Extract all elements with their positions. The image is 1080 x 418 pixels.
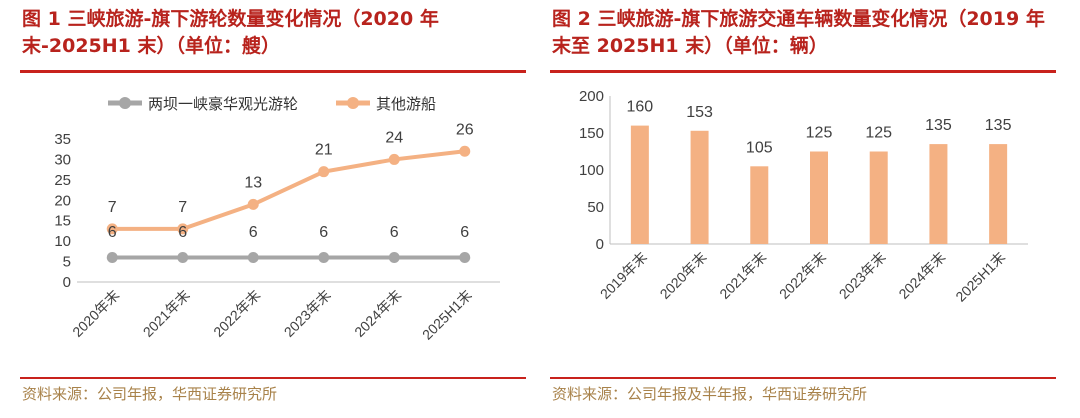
x-tick-label: 2021年末 bbox=[716, 249, 769, 302]
data-point bbox=[318, 251, 330, 263]
data-point bbox=[459, 145, 471, 157]
data-label: 6 bbox=[249, 224, 258, 241]
y-tick-label: 15 bbox=[54, 213, 71, 230]
data-label: 26 bbox=[456, 121, 474, 138]
title-divider bbox=[20, 70, 526, 73]
data-label: 153 bbox=[686, 104, 713, 121]
data-label: 135 bbox=[925, 117, 952, 134]
bar bbox=[989, 144, 1008, 244]
data-point bbox=[177, 251, 189, 263]
data-point bbox=[459, 251, 471, 263]
x-tick-label: 2019年末 bbox=[597, 249, 650, 302]
data-label: 6 bbox=[319, 224, 328, 241]
data-label: 21 bbox=[315, 142, 333, 159]
x-tick-label: 2025H1末 bbox=[952, 249, 1008, 305]
bar bbox=[750, 166, 769, 244]
y-tick-label: 10 bbox=[54, 233, 71, 250]
data-point bbox=[388, 251, 400, 263]
data-point bbox=[318, 166, 330, 178]
y-tick-label: 0 bbox=[63, 274, 71, 291]
y-tick-label: 50 bbox=[587, 199, 604, 216]
y-tick-label: 30 bbox=[54, 151, 71, 168]
data-label: 125 bbox=[865, 125, 892, 142]
y-tick-label: 150 bbox=[579, 125, 604, 142]
bar bbox=[929, 144, 948, 244]
chart-panel-right: 图 2 三峡旅游-旗下旅游交通车辆数量变化情况（2019 年末至 2025H1 … bbox=[550, 0, 1060, 418]
data-point bbox=[177, 223, 189, 235]
y-tick-label: 100 bbox=[579, 162, 604, 179]
data-point bbox=[247, 198, 259, 210]
chart-title: 图 2 三峡旅游-旗下旅游交通车辆数量变化情况（2019 年末至 2025H1 … bbox=[552, 8, 1045, 57]
legend-marker bbox=[347, 97, 359, 109]
data-label: 6 bbox=[460, 224, 469, 241]
data-point bbox=[106, 223, 118, 235]
bar bbox=[810, 151, 828, 244]
legend-label: 两坝一峡豪华观光游轮 bbox=[148, 95, 298, 113]
data-label: 160 bbox=[627, 99, 654, 116]
data-label: 13 bbox=[244, 174, 262, 191]
data-label: 125 bbox=[806, 125, 833, 142]
data-label: 6 bbox=[178, 224, 187, 241]
x-tick-label: 2021年末 bbox=[140, 287, 193, 340]
chart-title: 图 1 三峡旅游-旗下游轮数量变化情况（2020 年末-2025H1 末）（单位… bbox=[22, 8, 439, 57]
legend-label: 其他游船 bbox=[376, 96, 436, 113]
y-tick-label: 200 bbox=[579, 88, 604, 105]
x-tick-label: 2020年末 bbox=[657, 249, 710, 302]
x-tick-label: 2020年末 bbox=[69, 287, 122, 340]
x-tick-label: 2022年末 bbox=[210, 287, 263, 340]
data-label: 105 bbox=[746, 139, 773, 156]
legend-marker bbox=[119, 97, 131, 109]
y-tick-label: 5 bbox=[63, 254, 71, 271]
data-label: 24 bbox=[385, 129, 403, 146]
chart-panel-left: 图 1 三峡旅游-旗下游轮数量变化情况（2020 年末-2025H1 末）（单位… bbox=[20, 0, 530, 418]
y-tick-label: 20 bbox=[54, 192, 71, 209]
source-divider bbox=[550, 377, 1056, 379]
x-tick-label: 2023年末 bbox=[281, 287, 334, 340]
x-tick-label: 2024年末 bbox=[351, 287, 404, 340]
y-tick-label: 25 bbox=[54, 172, 71, 189]
data-point bbox=[106, 251, 118, 263]
y-tick-label: 0 bbox=[596, 236, 604, 253]
data-point bbox=[388, 153, 400, 165]
x-tick-label: 2023年末 bbox=[836, 249, 889, 302]
bar bbox=[869, 151, 888, 244]
title-divider bbox=[550, 70, 1056, 73]
bar bbox=[630, 125, 649, 244]
x-tick-label: 2022年末 bbox=[776, 249, 829, 302]
data-label: 6 bbox=[390, 224, 399, 241]
source-divider bbox=[20, 377, 526, 379]
bar bbox=[690, 130, 709, 244]
source-note: 资料来源：公司年报，华西证券研究所 bbox=[22, 385, 278, 403]
x-tick-label: 2024年末 bbox=[895, 249, 948, 302]
x-tick-label: 2025H1末 bbox=[419, 287, 475, 343]
y-tick-label: 35 bbox=[54, 131, 71, 148]
data-label: 7 bbox=[178, 199, 187, 216]
source-note: 资料来源：公司年报及半年报，华西证券研究所 bbox=[552, 385, 868, 403]
line-chart: 两坝一峡豪华观光游轮 其他游船 0 5 10 15 20 25 30 35 7 7 13 21 24 26 6 6… bbox=[54, 95, 500, 343]
data-label: 6 bbox=[108, 224, 117, 241]
data-label: 7 bbox=[108, 199, 117, 216]
series-line bbox=[112, 149, 465, 231]
data-label: 135 bbox=[985, 117, 1012, 134]
data-point bbox=[247, 251, 259, 263]
